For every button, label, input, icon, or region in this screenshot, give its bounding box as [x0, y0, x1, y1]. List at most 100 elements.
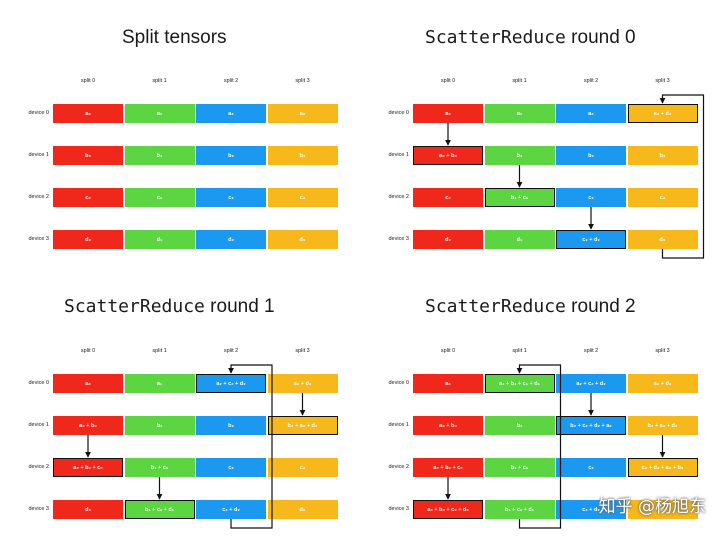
row-label: device 1 [28, 422, 50, 428]
row-label: device 2 [388, 464, 410, 470]
chunk-cell: b₁ [484, 416, 555, 435]
chunk-cell: a₀ [53, 374, 123, 393]
column-label: split 1 [512, 78, 527, 84]
chunk-cell: c₂ [196, 458, 266, 477]
panel-title-text: round 2 [565, 296, 636, 317]
chunk-cell: c₂ [556, 458, 626, 477]
row-label: device 1 [388, 422, 410, 428]
chunk-cell: a₁ [484, 104, 555, 123]
column-label: split 3 [295, 78, 310, 84]
reduced-chunk-cell: b₂ + c₂ + d₂ + a₂ [556, 416, 626, 435]
reduced-chunk-cell: a₂ + c₂ + d₂ [196, 374, 266, 393]
chunk-cell: c₀ [53, 188, 123, 207]
column-label: split 3 [655, 348, 670, 354]
row-label: device 1 [388, 152, 410, 158]
chunk-cell: d₃ [627, 230, 698, 249]
chunk-cell: c₂ + d₂ [196, 500, 266, 519]
chunk-cell: a₃ + d₃ [627, 374, 698, 393]
reduced-chunk-cell: c₂ + d₂ [556, 230, 626, 249]
row-label: device 0 [28, 380, 50, 386]
watermark: 知乎 @杨旭东 [598, 497, 706, 517]
reduced-chunk-cell: a₀ + b₀ [413, 146, 483, 165]
reduced-chunk-cell: a₀ + b₀ + c₀ [53, 458, 123, 477]
column-label: split 3 [295, 348, 310, 354]
chunk-cell: c₂ [556, 188, 626, 207]
chunk-cell: a₂ + c₂ + d₂ [556, 374, 626, 393]
chunk-cell: b₂ [196, 146, 266, 165]
panel-title-text: round 0 [565, 27, 636, 48]
panel-title-text: round 1 [204, 296, 275, 317]
column-label: split 0 [80, 348, 96, 354]
panel-title-code: ScatterReduce [64, 296, 205, 317]
reduced-chunk-cell: a₀ + b₀ + c₀ + d₀ [413, 500, 483, 519]
column-label: split 1 [512, 348, 527, 354]
panel-title: ScatterReduce round 2 [425, 296, 636, 318]
chunk-cell: a₀ [413, 104, 483, 123]
reduced-chunk-cell: a₁ + b₁ + c₁ + d₁ [484, 374, 555, 393]
chunk-cell: b₁ [484, 146, 555, 165]
chunk-cell: d₀ [413, 230, 483, 249]
chunk-cell: d₀ [53, 230, 123, 249]
reduced-chunk-cell: a₃ + d₃ [627, 104, 698, 123]
chunk-cell: b₁ + c₁ [484, 458, 555, 477]
column-label: split 1 [152, 348, 167, 354]
row-label: device 2 [28, 194, 50, 200]
chunk-cell: a₁ [124, 104, 195, 123]
row-label: device 3 [388, 236, 410, 242]
column-label: split 0 [440, 348, 456, 354]
chunk-cell: c₃ [267, 188, 338, 207]
chunk-cell: a₃ + d₃ [267, 374, 338, 393]
chunk-cell: d₁ [484, 230, 555, 249]
chunk-cell: b₁ [124, 416, 195, 435]
row-label: device 1 [28, 152, 50, 158]
panel-title-code: ScatterReduce [425, 27, 566, 48]
column-label: split 0 [440, 78, 456, 84]
panel-title-code: ScatterReduce [425, 296, 566, 317]
chunk-cell: d₂ [196, 230, 266, 249]
chunk-cell: c₃ [267, 458, 338, 477]
panel-title: ScatterReduce round 1 [64, 296, 275, 318]
reduced-chunk-cell: b₁ + c₁ + d₁ [124, 500, 195, 519]
row-label: device 0 [388, 110, 410, 116]
chunk-cell: c₃ [627, 188, 698, 207]
chunk-cell: b₂ [196, 416, 266, 435]
column-label: split 1 [152, 78, 167, 84]
chunk-cell: d₀ [53, 500, 123, 519]
column-label: split 0 [80, 78, 96, 84]
reduced-chunk-cell: c₃ + d₃ + a₃ + b₃ [627, 458, 698, 477]
chunk-cell: c₂ + d₂ [556, 500, 626, 519]
column-label: split 2 [583, 348, 599, 354]
row-label: device 3 [28, 236, 50, 242]
chunk-cell: d₁ [124, 230, 195, 249]
row-label: device 0 [388, 380, 410, 386]
chunk-cell: b₃ + a₃ + d₃ [627, 416, 698, 435]
chunk-cell: c₂ [196, 188, 266, 207]
panel-title-text: Split tensors [122, 27, 227, 48]
chunk-cell: b₃ [627, 146, 698, 165]
chunk-cell: a₂ [556, 104, 626, 123]
chunk-cell: a₃ [267, 104, 338, 123]
chunk-cell: c₀ [413, 188, 483, 207]
chunk-cell: a₀ + b₀ + c₀ [413, 458, 483, 477]
row-label: device 2 [388, 194, 410, 200]
row-label: device 0 [28, 110, 50, 116]
column-label: split 2 [583, 78, 599, 84]
chunk-cell: b₂ [556, 146, 626, 165]
chunk-cell: d₃ [267, 230, 338, 249]
chunk-cell: b₁ [124, 146, 195, 165]
column-label: split 2 [223, 348, 239, 354]
panel-title: Split tensors [122, 27, 227, 49]
column-label: split 3 [655, 78, 670, 84]
reduced-chunk-cell: b₁ + c₁ [484, 188, 555, 207]
row-label: device 2 [28, 464, 50, 470]
chunk-cell: a₀ [53, 104, 123, 123]
row-label: device 3 [28, 506, 50, 512]
chunk-cell: a₂ [196, 104, 266, 123]
chunk-cell: a₀ + b₀ [53, 416, 123, 435]
chunk-cell: b₀ [53, 146, 123, 165]
chunk-cell: b₃ [267, 146, 338, 165]
chunk-cell: d₃ [627, 500, 698, 519]
panel-title: ScatterReduce round 0 [425, 27, 636, 49]
chunk-cell: c₁ [124, 188, 195, 207]
